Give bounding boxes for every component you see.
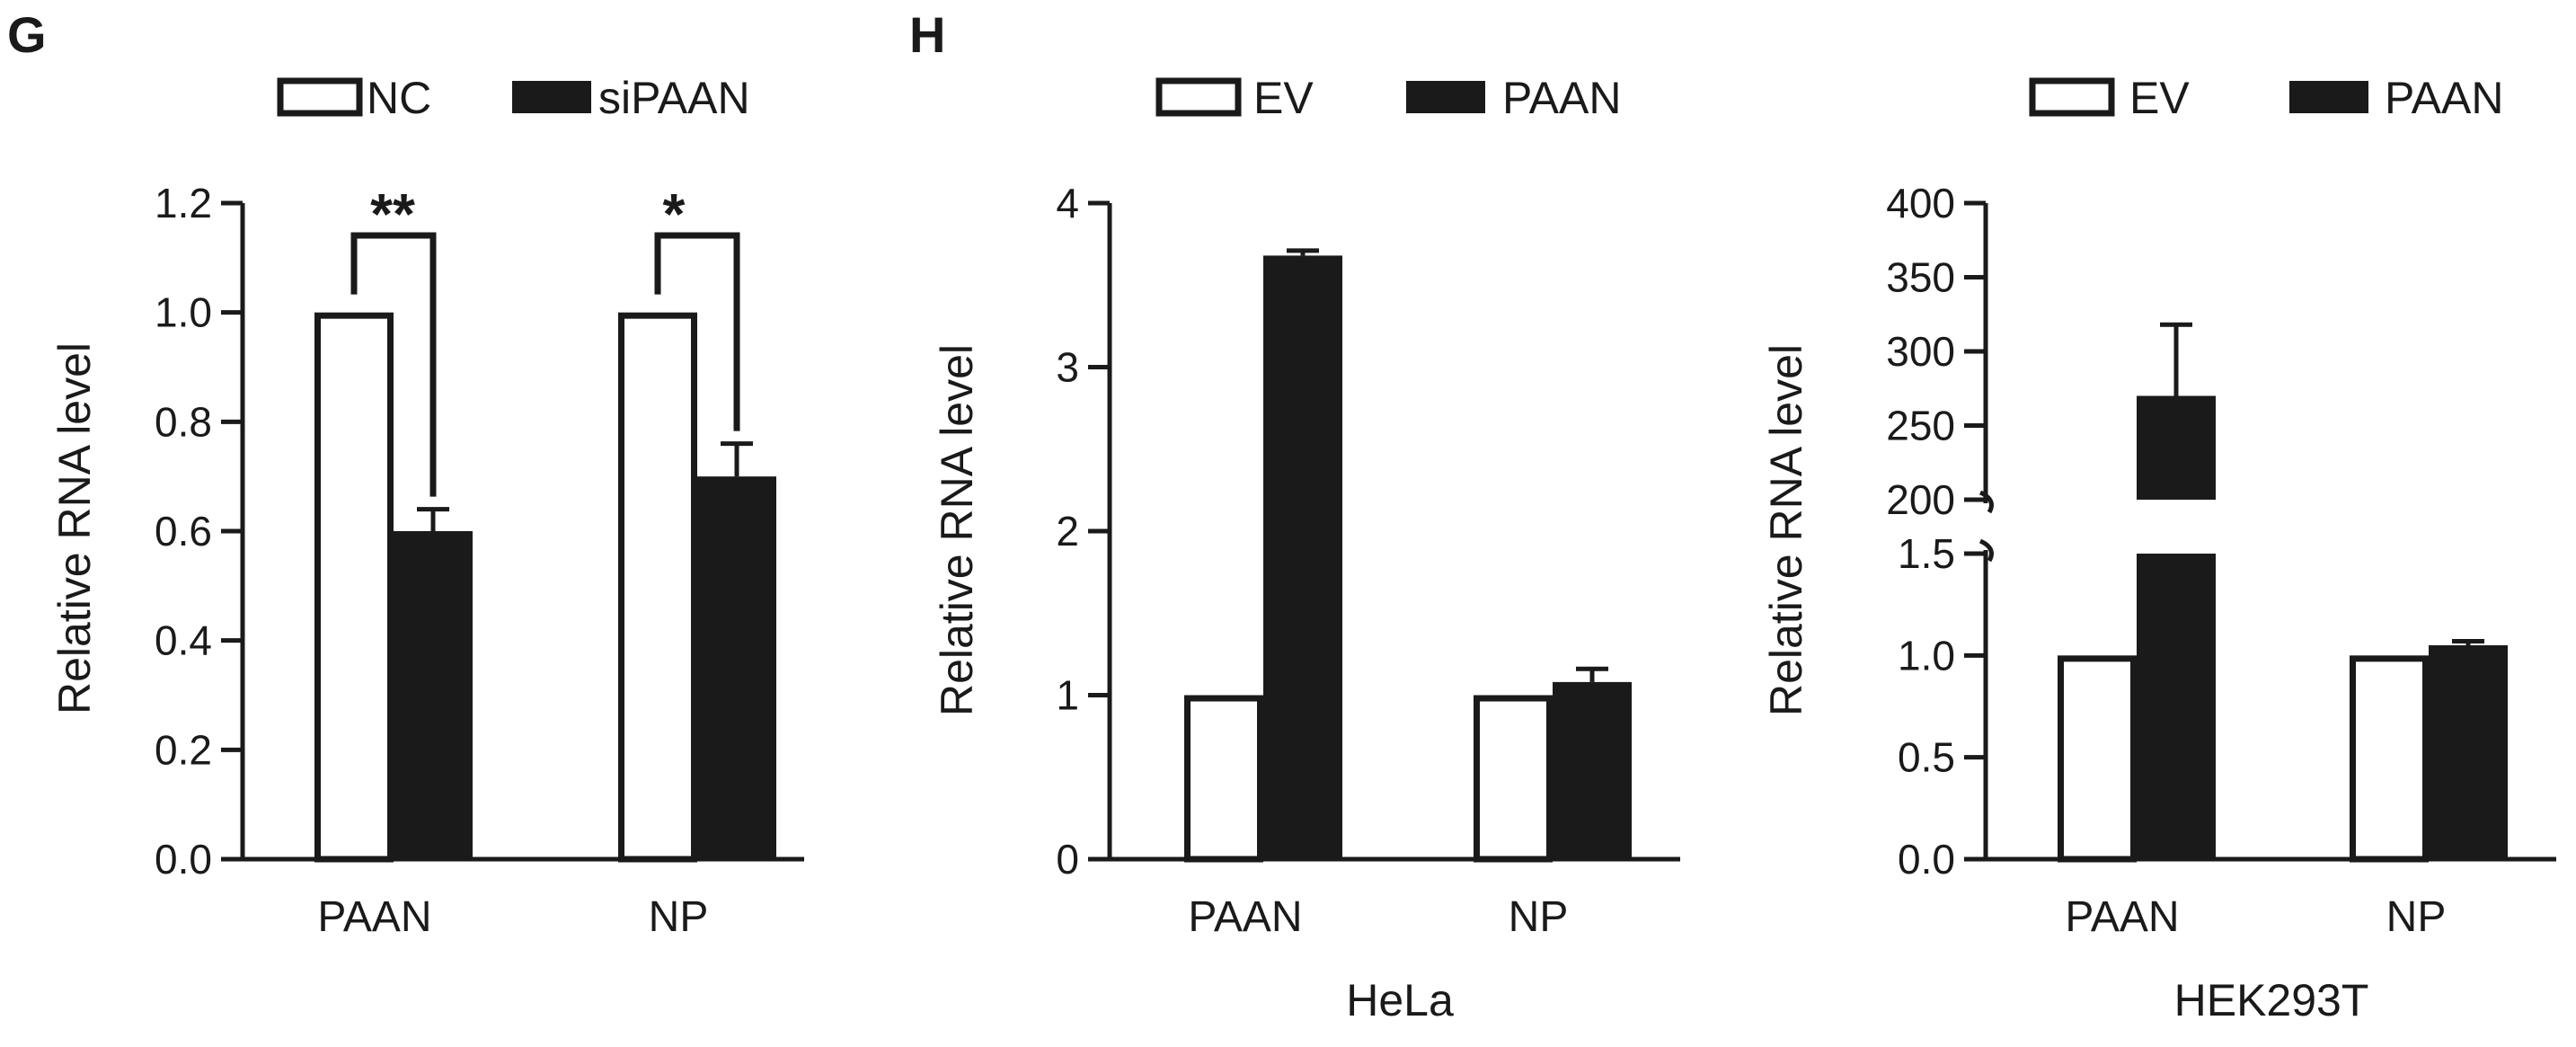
y-axis-upper-hek293t-tick-label: 200	[1886, 476, 1955, 523]
chart-h-hela: EV PAAN Relative RNA level 0 1 2 3 4 PAAN NP…	[932, 73, 1680, 1025]
bar-ev-np-hela	[1474, 695, 1553, 863]
y-axis-hela-tick-label: 1	[1056, 672, 1079, 719]
legend-g: NC siPAAN	[277, 73, 750, 123]
legend-label-nc: NC	[367, 73, 431, 123]
bar-nc-paan	[314, 312, 394, 863]
y-axis-g-tick-label: 0.4	[155, 617, 212, 664]
y-axis-hela-tick-label: 0	[1056, 836, 1079, 883]
y-axis-lower-hek293t-tick-label: 1.0	[1898, 632, 1955, 679]
x-category-label-paan-hek293t: PAAN	[2065, 893, 2179, 941]
significance-bracket-np	[654, 232, 740, 431]
axis-break-mark-upper	[1978, 490, 1994, 514]
y-axis-hela-tick-label: 4	[1056, 180, 1079, 226]
y-axis-title-hela: Relative RNA level	[932, 344, 982, 716]
chart-g: NC siPAAN Relative RNA level 0.0 0.2 0.4 0.…	[49, 73, 804, 941]
bar-paan-paan-hek293t-upper	[2137, 395, 2216, 500]
x-category-label-np-hela: NP	[1509, 893, 1569, 941]
y-axis-hela-tick-label: 3	[1056, 344, 1079, 391]
x-category-label-np-hek293t: NP	[2386, 893, 2447, 941]
legend-swatch-paan-hek293t	[2289, 81, 2368, 113]
bar-paan-np-hek293t	[2429, 645, 2508, 859]
y-axis-upper-hek293t-tick-label: 300	[1886, 328, 1955, 375]
y-axis-upper-hek293t-tick-label: 350	[1886, 254, 1955, 301]
y-axis-hela-tick-label: 2	[1056, 508, 1079, 555]
significance-label-np: *	[663, 182, 686, 246]
y-axis-lower-hek293t-tick-label: 0.0	[1898, 836, 1955, 883]
significance-label-paan: **	[370, 182, 415, 246]
legend-swatch-paan-hela	[1406, 81, 1485, 113]
bar-sipaan-np	[697, 476, 776, 859]
bar-nc-np	[618, 312, 697, 863]
y-axis-lower-hek293t-tick-label: 0.5	[1898, 734, 1955, 781]
legend-swatch-ev-hela	[1155, 77, 1242, 117]
legend-swatch-ev-hek293t	[2029, 77, 2115, 117]
x-category-label-np: NP	[649, 893, 709, 941]
legend-label-ev-hela: EV	[1253, 73, 1314, 123]
x-axis-title-hela: HeLa	[1346, 975, 1454, 1025]
legend-label-ev-hek293t: EV	[2129, 73, 2190, 123]
legend-swatch-sipaan	[512, 81, 591, 113]
y-axis-title-g: Relative RNA level	[49, 342, 100, 714]
panel-label-g: G	[7, 6, 47, 63]
bar-ev-paan-hek293t	[2058, 655, 2137, 863]
significance-bracket-paan	[350, 232, 437, 497]
bar-ev-np-hek293t	[2350, 655, 2429, 863]
panel-label-h: H	[909, 6, 945, 63]
y-axis-g-tick-label: 1.0	[155, 289, 212, 336]
legend-h-hela: EV PAAN	[1155, 73, 1621, 123]
legend-swatch-nc	[277, 77, 363, 117]
chart-h-hek293t: EV PAAN Relative RNA level 0.0 0.5 1.0 1.5 2…	[1761, 73, 2556, 1025]
legend-label-sipaan: siPAAN	[598, 73, 750, 123]
legend-h-hek293t: EV PAAN	[2029, 73, 2503, 123]
x-category-label-paan: PAAN	[317, 893, 431, 941]
y-axis-g-tick-label: 0.2	[155, 726, 212, 773]
y-axis-g-tick-label: 0.0	[155, 836, 212, 883]
y-axis-g-tick-label: 0.6	[155, 508, 212, 555]
x-category-label-paan-hela: PAAN	[1188, 893, 1302, 941]
axis-break-mark-lower	[1978, 538, 1994, 563]
bar-sipaan-paan	[394, 531, 473, 859]
bar-ev-paan-hela	[1184, 695, 1263, 863]
y-axis-g-tick-label: 0.8	[155, 398, 212, 445]
y-axis-upper-hek293t-tick-label: 250	[1886, 403, 1955, 449]
legend-label-paan-hela: PAAN	[1502, 73, 1621, 123]
x-axis-title-hek293t: HEK293T	[2174, 975, 2369, 1025]
y-axis-title-hek293t: Relative RNA level	[1761, 344, 1811, 716]
legend-label-paan-hek293t: PAAN	[2385, 73, 2503, 123]
bar-paan-paan-hek293t-lower	[2137, 554, 2216, 859]
y-axis-lower-hek293t-tick-label: 1.5	[1898, 530, 1955, 577]
bar-paan-np-hela	[1553, 681, 1632, 859]
y-axis-upper-hek293t-tick-label: 400	[1886, 180, 1955, 226]
bar-paan-paan-hela	[1263, 255, 1342, 859]
y-axis-g-tick-label: 1.2	[155, 180, 212, 226]
